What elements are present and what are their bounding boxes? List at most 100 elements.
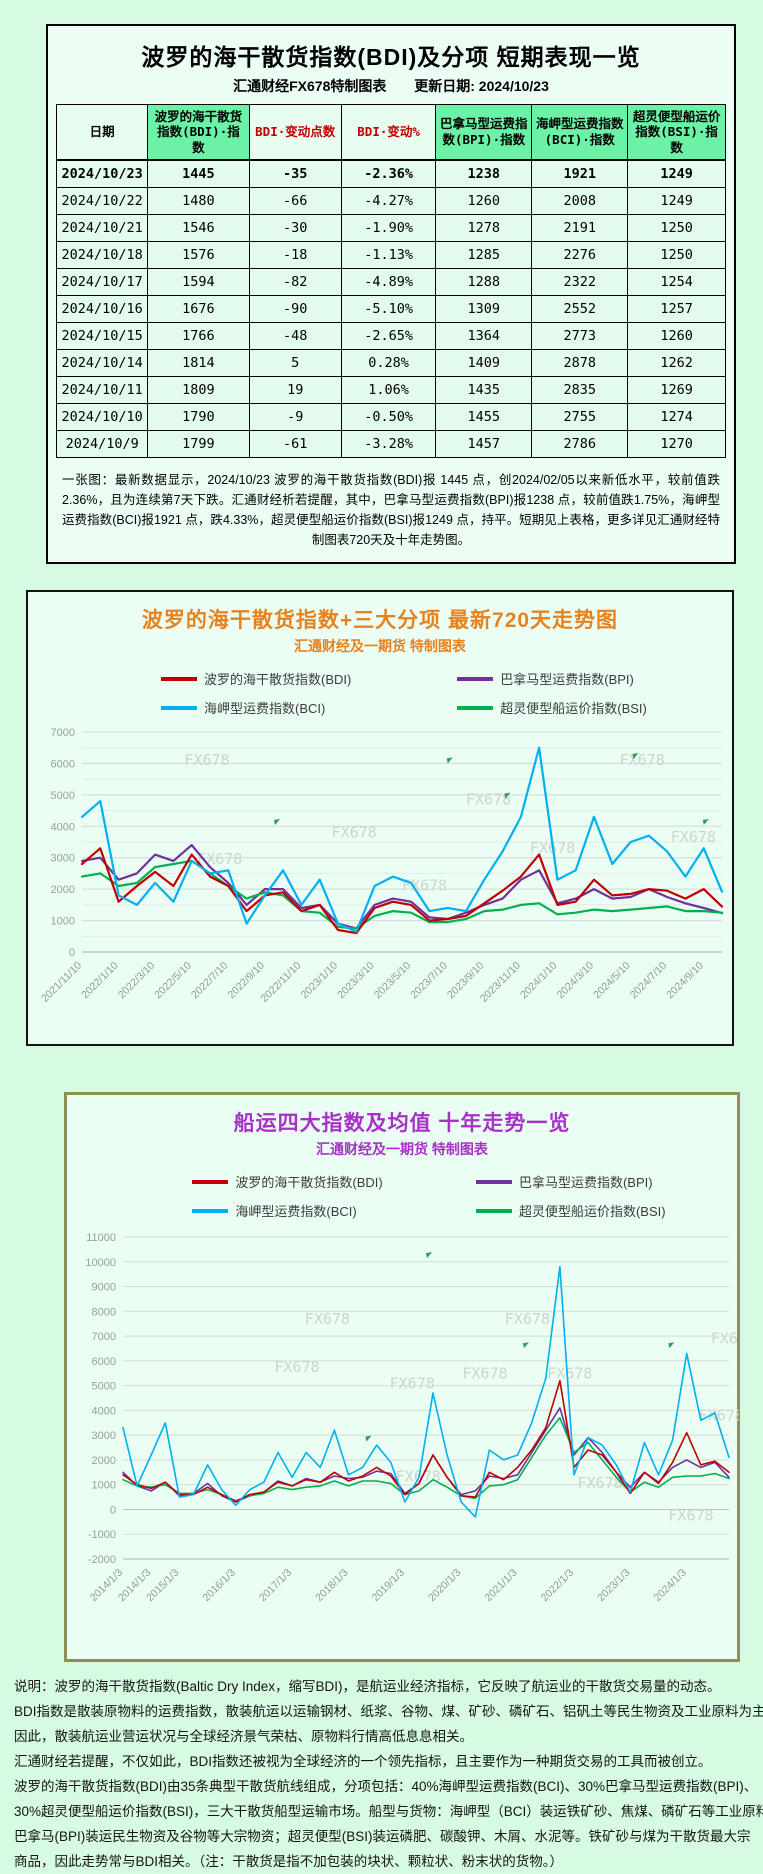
cell-bci-index: 2786 xyxy=(531,430,629,458)
y-tick-label: 3000 xyxy=(51,853,75,865)
cell-bdi-change-pct: -4.27% xyxy=(340,187,437,215)
footer-line: 汇通财经若提醒，不仅如此，BDI指数还被视为全球经济的一个领先指标，且主要作为一… xyxy=(14,1754,712,1769)
legend-label-bci: 海岬型运费指数(BCI) xyxy=(204,701,326,716)
chart-10year-subtitle: 汇通财经及一期货 特制图表 xyxy=(316,1141,488,1157)
legend-item-bdi: 波罗的海干散货指数(BDI) xyxy=(84,669,380,688)
series-bci-line xyxy=(80,746,724,933)
x-tick-label: 2024/3/10 xyxy=(555,960,597,1002)
cell-bpi-index: 1285 xyxy=(435,241,533,269)
legend-swatch-bci xyxy=(192,1208,229,1213)
legend-item-bsi: 超灵便型船运价指数(BSI) xyxy=(380,698,676,717)
y-tick-label: 7000 xyxy=(92,1331,116,1343)
y-tick-label: 5000 xyxy=(51,790,75,802)
watermark-text: FX678 xyxy=(578,1474,623,1492)
cell-bci-index: 2191 xyxy=(531,214,629,242)
cell-bdi-change-pct: -2.36% xyxy=(340,159,437,188)
update-date-label: 更新日期: 2024/10/23 xyxy=(414,78,549,94)
legend-swatch-bci xyxy=(161,705,198,710)
triangle-marker-icon xyxy=(365,1435,372,1442)
watermark-text: FX678 xyxy=(711,1329,739,1347)
x-tick-label: 2016/1/3 xyxy=(200,1567,237,1604)
legend-swatch-bsi xyxy=(457,705,494,710)
x-tick-label: 2022/7/10 xyxy=(189,960,231,1002)
y-tick-label: -1000 xyxy=(88,1529,116,1541)
watermark-text: FX678 xyxy=(390,1374,435,1392)
cell-bdi-change-points: -30 xyxy=(248,214,342,242)
chart-720day-legend: 波罗的海干散货指数(BDI) 巴拿马型运费指数(BPI) 海岬型运费指数(BCI) 超… xyxy=(58,664,702,722)
x-tick-label: 2022/3/10 xyxy=(116,960,158,1002)
cell-bdi-index: 1576 xyxy=(147,241,250,269)
series-bdi-line xyxy=(80,847,724,935)
footer-line: 说明：波罗的海干散货指数(Baltic Dry Index，缩写BDI)，是航运… xyxy=(14,1679,721,1694)
watermark-text: FX678 xyxy=(671,828,716,846)
x-tick-label: 2021/11/10 xyxy=(39,960,84,1005)
cell-date: 2024/10/10 xyxy=(55,403,149,431)
cell-date: 2024/10/11 xyxy=(55,376,149,404)
cell-bci-index: 2552 xyxy=(531,295,629,323)
y-tick-label: 10000 xyxy=(85,1257,116,1269)
table-row: 2024/10/10 1790 -9 -0.50% 1455 2755 1274 xyxy=(55,403,726,431)
x-tick-label: 2023/1/3 xyxy=(595,1567,632,1604)
y-tick-label: 5000 xyxy=(92,1381,116,1393)
cell-bdi-change-pct: -2.65% xyxy=(340,322,437,350)
cell-bsi-index: 1249 xyxy=(627,187,726,215)
y-tick-label: 1000 xyxy=(51,916,75,928)
footer-line: 因此，散装航运业营运状况与全球经济景气荣枯、原物料行情高低息息相关。 xyxy=(14,1729,473,1744)
cell-bpi-index: 1309 xyxy=(435,295,533,323)
legend-label-bpi: 巴拿马型运费指数(BPI) xyxy=(500,672,634,687)
x-tick-label: 2022/1/10 xyxy=(79,960,121,1002)
watermark-text: FX678 xyxy=(184,751,229,769)
y-tick-label: 4000 xyxy=(51,821,75,833)
watermark-text: FX678 xyxy=(547,1365,592,1383)
cell-bdi-index: 1814 xyxy=(147,349,250,377)
triangle-marker-icon xyxy=(702,819,709,825)
x-tick-label: 2022/11/10 xyxy=(258,960,303,1005)
cell-bpi-index: 1364 xyxy=(435,322,533,350)
cell-bdi-index: 1790 xyxy=(147,403,250,431)
col-header-date: 日期 xyxy=(55,104,149,161)
y-tick-label: 6000 xyxy=(51,758,75,770)
cell-date: 2024/10/21 xyxy=(55,214,149,242)
cell-bdi-change-points: -9 xyxy=(248,403,342,431)
y-tick-label: 8000 xyxy=(92,1306,116,1318)
watermark-text: FX678 xyxy=(332,824,377,842)
cell-bsi-index: 1249 xyxy=(627,159,726,188)
footer-notes: 说明：波罗的海干散货指数(Baltic Dry Index，缩写BDI)，是航运… xyxy=(14,1674,763,1874)
cell-bdi-change-pct: 1.06% xyxy=(340,376,437,404)
legend-label-bdi: 波罗的海干散货指数(BDI) xyxy=(204,672,352,687)
cell-bci-index: 2008 xyxy=(531,187,629,215)
chart-720day-subtitle: 汇通财经及一期货 特制图表 xyxy=(294,638,466,654)
y-tick-label: 2000 xyxy=(51,884,75,896)
table-row: 2024/10/23 1445 -35 -2.36% 1238 1921 1249 xyxy=(55,159,726,188)
series-bpi-line xyxy=(80,843,724,930)
cell-date: 2024/10/14 xyxy=(55,349,149,377)
cell-bsi-index: 1269 xyxy=(627,376,726,404)
watermark-text: FX678 xyxy=(668,1506,713,1524)
cell-bdi-index: 1546 xyxy=(147,214,250,242)
footer-line: 30%超灵便型船运价指数(BSI)，三大干散货船型运输市场。船型与货物：海岬型（… xyxy=(14,1804,763,1819)
cell-date: 2024/10/9 xyxy=(55,430,149,458)
source-label: 汇通财经FX678特制图表 xyxy=(233,78,387,94)
legend-label-bpi: 巴拿马型运费指数(BPI) xyxy=(518,1175,653,1190)
legend-item-bdi: 波罗的海干散货指数(BDI) xyxy=(118,1172,402,1191)
bdi-short-term-card: 波罗的海干散货指数(BDI)及分项 短期表现一览 汇通财经FX678特制图表 更… xyxy=(46,24,736,564)
cell-bci-index: 2835 xyxy=(531,376,629,404)
x-tick-label: 2021/1/3 xyxy=(482,1567,519,1604)
table-row: 2024/10/9 1799 -61 -3.28% 1457 2786 1270 xyxy=(55,430,726,458)
legend-swatch-bpi xyxy=(457,676,494,681)
watermark-text: FX678 xyxy=(620,751,665,769)
x-tick-label: 2024/5/10 xyxy=(591,960,633,1002)
bdi-table-body: 2024/10/23 1445 -35 -2.36% 1238 1921 1249 2024/… xyxy=(55,159,726,458)
x-tick-label: 2020/1/3 xyxy=(426,1567,463,1604)
cell-bsi-index: 1254 xyxy=(627,268,726,296)
cell-bpi-index: 1260 xyxy=(435,187,533,215)
watermark-text: FX678 xyxy=(462,1365,507,1383)
table-subtitle: 汇通财经FX678特制图表 更新日期: 2024/10/23 xyxy=(56,76,726,96)
cell-date: 2024/10/18 xyxy=(55,241,149,269)
footer-line: BDI指数是散装原物料的运费指数，散装航运以运输钢材、纸浆、谷物、煤、矿砂、磷矿… xyxy=(14,1704,763,1719)
triangle-marker-icon xyxy=(504,792,511,799)
legend-swatch-bpi xyxy=(475,1179,512,1184)
chart-720day-plot: 0 1000 2000 3000 4000 5000 6000 7000 2021/11/10 2… xyxy=(30,724,730,1042)
watermark-text: FX678 xyxy=(402,876,447,894)
x-tick-label: 2017/1/3 xyxy=(257,1567,294,1604)
